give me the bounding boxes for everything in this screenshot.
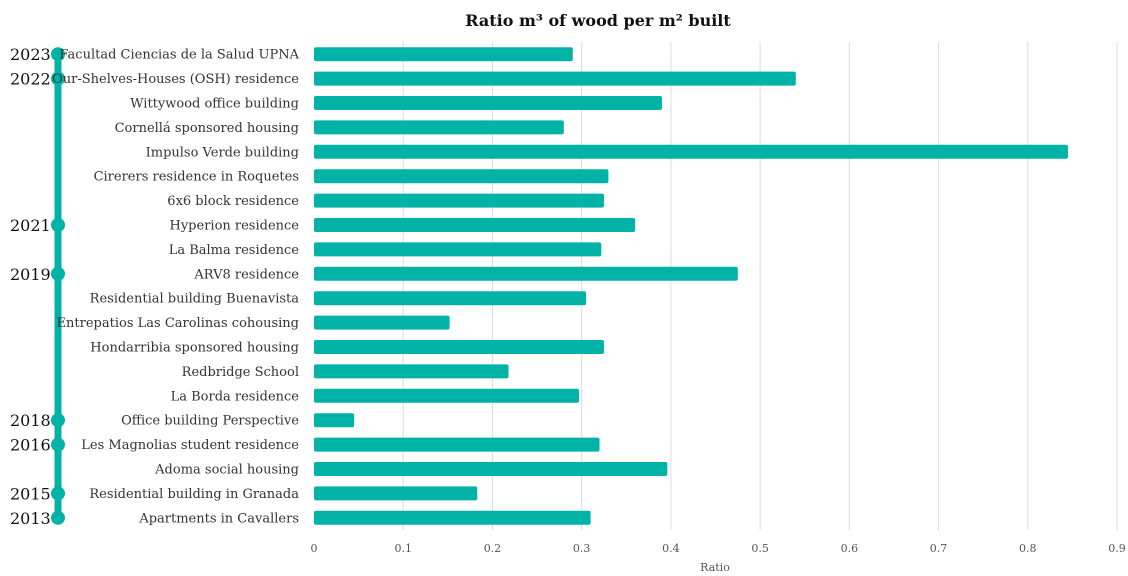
x-tick-label: 0.3 [573,542,591,555]
category-label: Residential building in Granada [89,487,299,502]
bar [314,388,579,403]
bar [314,144,1068,159]
bar [314,71,796,86]
category-label: Office building Perspective [121,414,299,429]
category-label: Entrepatios Las Carolinas cohousing [57,316,299,331]
bar [314,218,636,232]
category-label: Wittywood office building [130,97,299,112]
category-label: Cirerers residence in Roquetes [94,170,299,185]
timeline-dot [51,71,65,86]
bar [314,340,604,354]
category-label: Facultad Ciencias de la Salud UPNA [59,48,299,63]
category-label: Apartments in Cavallers [138,511,299,526]
year-timeline: 2023 2022 2021 2019 2018 2016 2015 2013 [10,45,65,528]
category-label: 6x6 block residence [167,194,299,209]
bar [314,462,668,476]
timeline-dot [51,510,65,525]
bar [314,486,478,501]
category-label: La Balma residence [169,243,300,258]
bar [314,291,587,306]
x-tick-label: 0.8 [1019,542,1037,555]
timeline-dot [51,437,65,452]
category-labels: Facultad Ciencias de la Salud UPNA Our-Sh… [52,48,299,527]
timeline-dot [51,413,65,428]
timeline-dot [51,47,65,62]
timeline-year-label: 2019 [10,265,51,284]
bar [314,96,662,110]
category-label: Les Magnolias student residence [81,438,299,453]
bar [314,47,573,62]
x-tick-label: 0 [311,542,318,555]
x-tick-label: 0.7 [930,542,948,555]
timeline-year-label: 2013 [10,509,51,528]
bars [314,47,1068,525]
x-tick-label: 0.1 [394,542,412,555]
bar [314,242,602,257]
bar [314,315,450,330]
category-label: Redbridge School [182,365,299,380]
chart-title: Ratio m³ of wood per m² built [465,11,731,30]
category-label: Our-Shelves-Houses (OSH) residence [52,72,299,87]
x-tick-label: 0.2 [484,542,502,555]
timeline-year-label: 2016 [10,436,51,455]
timeline-year-label: 2015 [10,484,51,503]
bar [314,266,738,281]
x-axis-title: Ratio [700,561,730,571]
timeline-year-label: 2018 [10,411,51,430]
category-label: Residential building Buenavista [90,292,300,307]
category-label: Cornellá sponsored housing [115,121,299,136]
timeline-dot [51,486,65,501]
x-tick-label: 0.9 [1108,542,1126,555]
timeline-year-label: 2021 [10,216,51,235]
bar [314,169,609,184]
bar [314,193,604,208]
timeline-year-label: 2022 [10,70,51,89]
bar [314,364,509,379]
category-label: La Borda residence [171,389,300,404]
x-tick-label: 0.5 [751,542,769,555]
x-tick-label: 0.4 [662,542,680,555]
category-label: Hyperion residence [170,219,300,234]
bar [314,120,564,135]
category-label: ARV8 residence [193,267,299,282]
x-axis-ticks: 0 0.1 0.2 0.3 0.4 0.5 0.6 0.7 0.8 0.9 [311,542,1126,555]
x-tick-label: 0.6 [841,542,859,555]
category-label: Impulso Verde building [146,145,299,160]
bar [314,437,600,452]
category-label: Hondarribia sponsored housing [90,341,299,356]
timeline-dot [51,218,65,232]
category-label: Adoma social housing [154,463,299,478]
grid-lines [402,42,1118,530]
bar [314,510,591,525]
bar [314,413,355,428]
timeline-dot [51,266,65,281]
timeline-year-label: 2023 [10,45,51,64]
